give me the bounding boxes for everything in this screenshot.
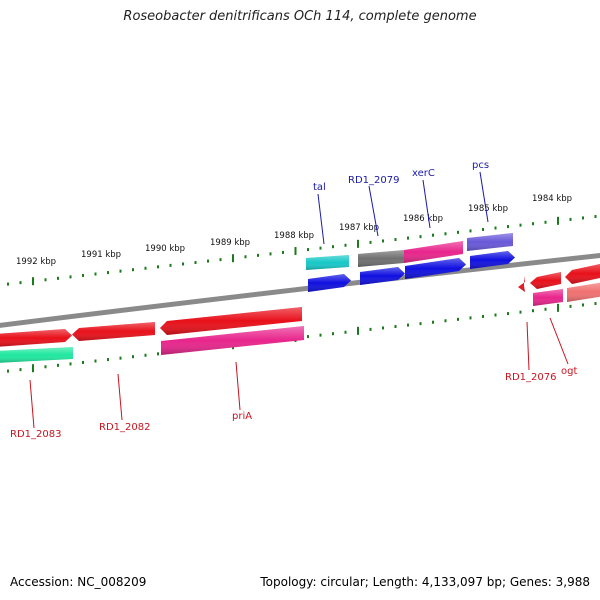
gene-features[interactable] bbox=[0, 233, 600, 363]
gene-arrow-shading bbox=[0, 329, 72, 347]
gene-label[interactable]: RD1_2079 bbox=[348, 175, 399, 186]
gene-arrow-shading bbox=[72, 322, 155, 341]
gene-label[interactable]: xerC bbox=[412, 168, 435, 179]
kbp-label: 1984 kbp bbox=[532, 194, 572, 204]
gene-arrow-shading bbox=[470, 251, 515, 269]
gene-label[interactable]: RD1_2083 bbox=[10, 429, 61, 440]
kbp-label: 1992 kbp bbox=[16, 257, 56, 267]
gene-arrow-shading bbox=[358, 250, 404, 267]
tick-track-top bbox=[7, 215, 597, 286]
kbp-label: 1989 kbp bbox=[210, 238, 250, 248]
leader-line bbox=[549, 317, 569, 365]
leader-line bbox=[235, 361, 241, 411]
kbp-label: 1991 kbp bbox=[81, 250, 121, 260]
kbp-label: 1986 kbp bbox=[403, 214, 443, 224]
gene-arrow-shading bbox=[518, 276, 525, 292]
leader-line bbox=[422, 179, 431, 229]
gene-arrow-shading bbox=[533, 289, 563, 306]
leader-line bbox=[29, 379, 35, 429]
gene-arrow-shading bbox=[530, 272, 561, 289]
gene-arrow-shading bbox=[360, 267, 405, 285]
kbp-label: 1990 kbp bbox=[145, 244, 185, 254]
kbp-label: 1988 kbp bbox=[274, 231, 314, 241]
gene-arrow-shading bbox=[160, 307, 302, 335]
genome-backbone bbox=[0, 253, 600, 328]
gene-arrow-shading bbox=[306, 255, 349, 270]
accession-text: Accession: NC_008209 bbox=[10, 575, 147, 589]
gene-label[interactable]: ogt bbox=[561, 366, 577, 377]
gene-labels: tal RD1_2079 xerC pcs RD1_2083 RD1_2082 priA RD… bbox=[10, 160, 577, 440]
label-leader-lines bbox=[29, 171, 569, 429]
gene-arrow-shading bbox=[404, 241, 463, 263]
gene-arrow-shading bbox=[308, 274, 351, 292]
leader-line bbox=[526, 321, 530, 371]
leader-line bbox=[117, 373, 123, 421]
genome-summary-text: Topology: circular; Length: 4,133,097 bp… bbox=[260, 575, 590, 589]
gene-arrow-shading bbox=[405, 258, 466, 279]
gene-label[interactable]: pcs bbox=[472, 160, 489, 171]
gene-label[interactable]: tal bbox=[313, 182, 326, 193]
gene-arrow-shading bbox=[567, 282, 600, 302]
leader-line bbox=[479, 171, 489, 223]
gene-arrow-shading bbox=[0, 347, 73, 363]
map-title: Roseobacter denitrificans OCh 114, compl… bbox=[123, 9, 477, 24]
gene-arrow-shading bbox=[161, 326, 304, 355]
gene-label[interactable]: priA bbox=[232, 411, 252, 422]
gene-arrow-shading bbox=[565, 264, 600, 284]
gene-label[interactable]: RD1_2082 bbox=[99, 422, 150, 433]
kbp-label: 1987 kbp bbox=[339, 223, 379, 233]
kbp-scale-labels: 1992 kbp 1991 kbp 1990 kbp 1989 kbp 1988 kbp… bbox=[16, 194, 572, 267]
leader-line bbox=[368, 185, 379, 237]
kbp-label: 1985 kbp bbox=[468, 204, 508, 214]
gene-arrow-shading bbox=[467, 233, 513, 251]
leader-line bbox=[317, 193, 325, 245]
gene-label[interactable]: RD1_2076 bbox=[505, 372, 556, 383]
